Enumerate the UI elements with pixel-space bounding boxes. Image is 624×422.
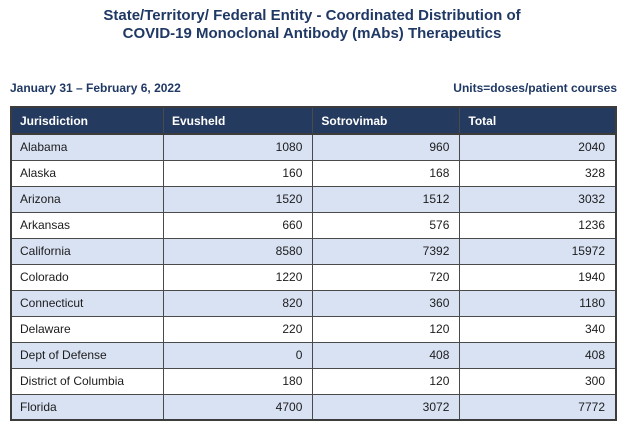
evusheld-value-cell: 0 xyxy=(162,341,314,369)
table-row: Arkansas 660 576 1236 xyxy=(10,211,617,239)
evusheld-value-cell: 180 xyxy=(162,367,314,395)
sotrovimab-value-cell: 3072 xyxy=(312,393,461,421)
total-value-cell: 328 xyxy=(459,159,617,187)
table-row: Alabama 1080 960 2040 xyxy=(10,133,617,161)
evusheld-value-cell: 4700 xyxy=(162,393,314,421)
sotrovimab-value-cell: 120 xyxy=(312,367,461,395)
total-value-cell: 1940 xyxy=(459,263,617,291)
table-row: Alaska 160 168 328 xyxy=(10,159,617,187)
table-row: California 8580 7392 15972 xyxy=(10,237,617,265)
total-value-cell: 340 xyxy=(459,315,617,343)
evusheld-value-cell: 1520 xyxy=(162,185,314,213)
evusheld-value-cell: 660 xyxy=(162,211,314,239)
table-row: Arizona 1520 1512 3032 xyxy=(10,185,617,213)
jurisdiction-cell: Arizona xyxy=(10,185,164,213)
page-title-line1: State/Territory/ Federal Entity - Coordi… xyxy=(103,7,521,24)
table-row: Connecticut 820 360 1180 xyxy=(10,289,617,317)
date-range-label: January 31 – February 6, 2022 xyxy=(10,81,181,95)
jurisdiction-cell: Delaware xyxy=(10,315,164,343)
sotrovimab-value-cell: 408 xyxy=(312,341,461,369)
table-row: Dept of Defense 0 408 408 xyxy=(10,341,617,369)
jurisdiction-cell: Alaska xyxy=(10,159,164,187)
distribution-table: Jurisdiction Evusheld Sotrovimab Total A… xyxy=(10,106,617,421)
evusheld-value-cell: 1220 xyxy=(162,263,314,291)
jurisdiction-cell: Dept of Defense xyxy=(10,341,164,369)
table-row: Florida 4700 3072 7772 xyxy=(10,393,617,421)
column-header-sotrovimab: Sotrovimab xyxy=(312,106,461,135)
column-header-jurisdiction: Jurisdiction xyxy=(10,106,164,135)
sotrovimab-value-cell: 120 xyxy=(312,315,461,343)
total-value-cell: 3032 xyxy=(459,185,617,213)
total-value-cell: 2040 xyxy=(459,133,617,161)
evusheld-value-cell: 1080 xyxy=(162,133,314,161)
column-header-evusheld: Evusheld xyxy=(162,106,314,135)
jurisdiction-cell: Colorado xyxy=(10,263,164,291)
sotrovimab-value-cell: 576 xyxy=(312,211,461,239)
sotrovimab-value-cell: 7392 xyxy=(312,237,461,265)
jurisdiction-cell: Florida xyxy=(10,393,164,421)
sotrovimab-value-cell: 168 xyxy=(312,159,461,187)
units-label: Units=doses/patient courses xyxy=(453,81,617,95)
evusheld-value-cell: 220 xyxy=(162,315,314,343)
sotrovimab-value-cell: 1512 xyxy=(312,185,461,213)
page-title-line2: COVID-19 Monoclonal Antibody (mAbs) Ther… xyxy=(122,25,502,42)
total-value-cell: 300 xyxy=(459,367,617,395)
sotrovimab-value-cell: 720 xyxy=(312,263,461,291)
evusheld-value-cell: 820 xyxy=(162,289,314,317)
table-header-row: Jurisdiction Evusheld Sotrovimab Total xyxy=(10,106,617,135)
total-value-cell: 7772 xyxy=(459,393,617,421)
evusheld-value-cell: 160 xyxy=(162,159,314,187)
jurisdiction-cell: Arkansas xyxy=(10,211,164,239)
subheader: January 31 – February 6, 2022 Units=dose… xyxy=(10,81,617,95)
total-value-cell: 1180 xyxy=(459,289,617,317)
jurisdiction-cell: California xyxy=(10,237,164,265)
table-row: Delaware 220 120 340 xyxy=(10,315,617,343)
page-title: State/Territory/ Federal Entity - Coordi… xyxy=(0,0,624,43)
sotrovimab-value-cell: 360 xyxy=(312,289,461,317)
table-row: Colorado 1220 720 1940 xyxy=(10,263,617,291)
total-value-cell: 408 xyxy=(459,341,617,369)
sotrovimab-value-cell: 960 xyxy=(312,133,461,161)
column-header-total: Total xyxy=(459,106,617,135)
table-row: District of Columbia 180 120 300 xyxy=(10,367,617,395)
total-value-cell: 15972 xyxy=(459,237,617,265)
jurisdiction-cell: District of Columbia xyxy=(10,367,164,395)
jurisdiction-cell: Alabama xyxy=(10,133,164,161)
total-value-cell: 1236 xyxy=(459,211,617,239)
table-body: Alabama 1080 960 2040 Alaska 160 168 328… xyxy=(10,133,617,421)
jurisdiction-cell: Connecticut xyxy=(10,289,164,317)
evusheld-value-cell: 8580 xyxy=(162,237,314,265)
